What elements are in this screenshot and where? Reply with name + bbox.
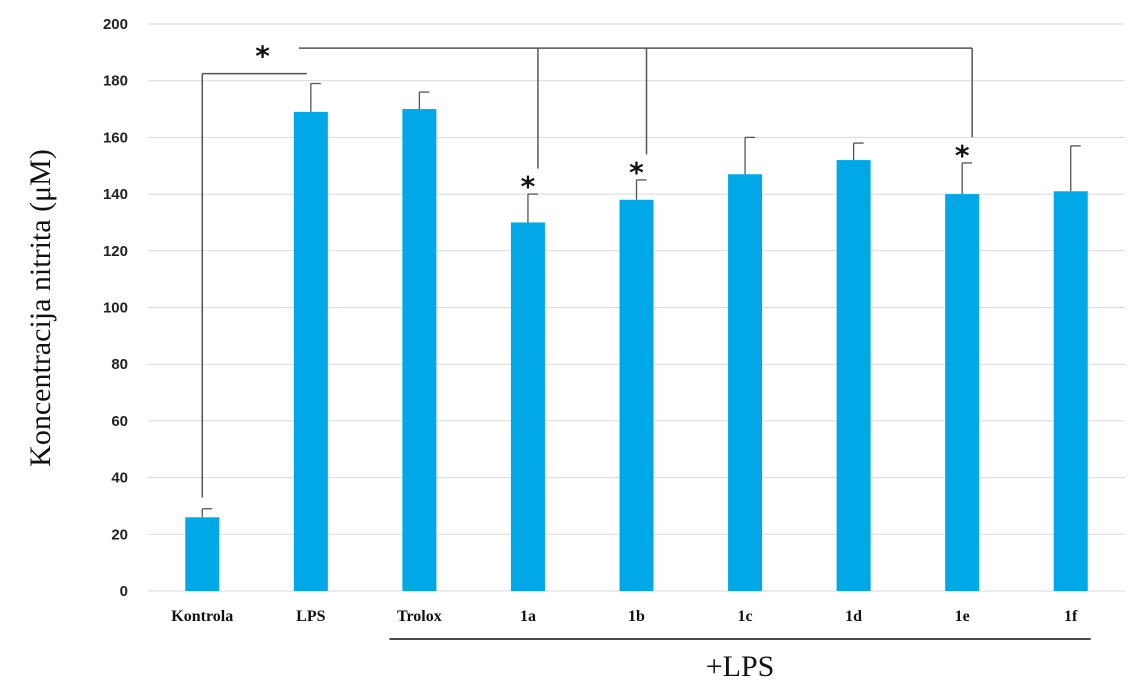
x-tick-1e: 1e [955,608,970,625]
y-tick-40: 40 [111,470,128,487]
y-tick-100: 100 [103,300,128,317]
significance-star-1e: * [955,139,970,172]
y-axis-label: Koncentracija nitrita (μM) [24,149,57,467]
x-tick-labels: Kontrola LPS Trolox 1a 1b 1c 1d 1e 1f [171,608,1078,625]
y-tick-140: 140 [103,186,128,203]
bar-LPS [293,111,328,591]
significance-star-1a: * [521,170,536,203]
x-tick-1b: 1b [628,608,645,625]
y-tick-20: 20 [111,526,128,543]
bar-1c [728,174,763,591]
y-tick-200: 200 [103,16,128,33]
y-tick-80: 80 [111,356,128,373]
y-tick-120: 120 [103,243,128,260]
y-tick-180: 180 [103,73,128,90]
x-tick-Kontrola: Kontrola [171,608,233,625]
bar-1f [1053,191,1088,591]
x-tick-LPS: LPS [296,608,325,625]
y-tick-60: 60 [111,413,128,430]
bar-1b [619,199,654,591]
bar-1a [510,222,545,591]
bar-Kontrola [185,517,220,591]
x-tick-Trolox: Trolox [397,608,442,625]
lps-group-label: +LPS [706,650,775,683]
x-tick-1c: 1c [738,608,753,625]
significance-star-1b: * [629,156,644,189]
significance-brackets: * * * * [201,40,973,498]
y-tick-labels: 0 20 40 60 80 100 120 140 160 180 200 [103,16,128,600]
y-tick-160: 160 [103,129,128,146]
y-tick-0: 0 [120,583,128,600]
x-tick-1d: 1d [845,608,862,625]
bar-1e [945,194,980,591]
bars [185,109,1088,592]
bar-1d [836,160,871,591]
error-bars [201,82,1081,518]
x-tick-1f: 1f [1064,608,1078,625]
x-tick-1a: 1a [520,608,536,625]
bar-Trolox [402,109,437,592]
significance-star-lps: * [255,40,270,73]
